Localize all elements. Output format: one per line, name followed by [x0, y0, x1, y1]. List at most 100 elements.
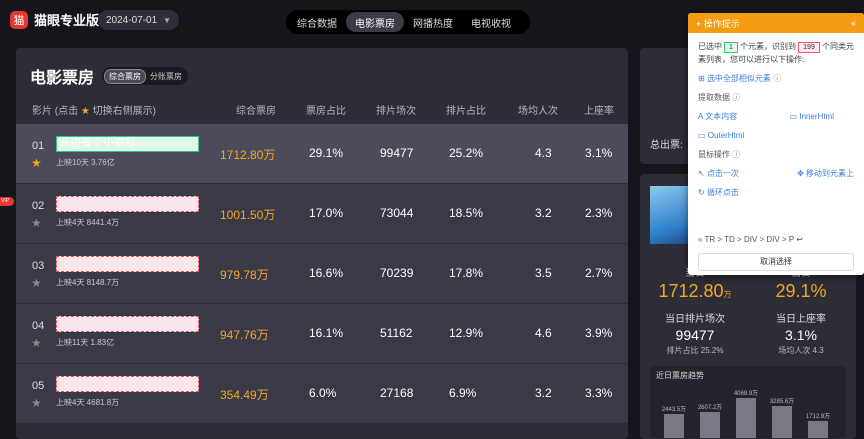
today-box-value: 1712.80 — [658, 281, 724, 301]
trend-bar-label: 2443.5万 — [661, 407, 687, 413]
row-avg: 3.5 — [535, 266, 552, 280]
popup-title: 操作提示 — [703, 18, 740, 29]
table-row[interactable]: 05 ★ 上映4天 4681.8万 354.49万 6.0% 27168 6.9… — [16, 364, 628, 423]
tab-overall[interactable]: 综合数据 — [297, 18, 337, 30]
star-icon[interactable]: ★ — [31, 216, 42, 230]
table-row[interactable]: 02 ★ 上映4天 8441.4万 1001.50万 17.0% 73044 1… — [16, 184, 628, 243]
film-name[interactable]: 云边有个小卖部 — [56, 136, 199, 152]
row-box: 979.78万 — [220, 268, 269, 282]
loop-icon: ↻ — [698, 188, 705, 197]
film-name[interactable] — [56, 316, 199, 332]
film-name[interactable] — [56, 376, 199, 392]
row-occ: 2.7% — [585, 266, 613, 280]
row-share: 16.1% — [309, 326, 344, 340]
app-logo[interactable]: 猫 猫眼专业版 — [10, 10, 99, 29]
row-shows: 51162 — [380, 326, 413, 340]
film-meta: 上映4天 8441.4万 — [56, 218, 120, 227]
star-icon[interactable]: ★ — [31, 276, 42, 290]
grid-icon: ⊞ — [698, 74, 705, 83]
mouse-section-label: 鼠标操作 ⓘ — [698, 148, 854, 161]
row-occ: 3.1% — [585, 146, 613, 160]
box-office-panel: 电影票房 综合票房 分账票房 影片 (点击 ★ 切换右侧展示) 综合票房 票房占… — [16, 48, 628, 439]
trend-bar[interactable] — [772, 406, 792, 438]
star-icon[interactable]: ★ — [31, 156, 42, 170]
row-shows: 70239 — [380, 266, 414, 280]
film-name[interactable] — [56, 256, 199, 272]
trend-bar[interactable] — [736, 398, 756, 438]
row-avg: 3.2 — [535, 206, 552, 220]
header-film: 影片 (点击 ★ 切换右侧展示) — [32, 102, 156, 117]
extract-section-label: 提取数据 ⓘ — [698, 91, 854, 104]
outer-html-link[interactable]: ▭ OuterHtml — [698, 129, 744, 142]
move-icon: ✥ — [797, 169, 804, 178]
operation-hint-popup: + 操作提示 « 已选中 1 个元素，识别到 199 个同类元素列表，您可以进行以下操作… — [688, 13, 864, 275]
row-rank: 01 — [32, 140, 45, 152]
move-to-label: 移动到元素上 — [806, 169, 854, 178]
popup-title-wrap: + 操作提示 — [696, 17, 740, 30]
loop-click-link[interactable]: ↻ 循环点击 — [698, 186, 739, 199]
inner-html-link[interactable]: ▭ InnerHtml — [790, 110, 834, 123]
tab-box-office[interactable]: 电影票房 — [346, 12, 404, 32]
selection-info: 已选中 1 个元素，识别到 199 个同类元素列表，您可以进行以下操作: — [698, 40, 854, 66]
header-shows[interactable]: 排片场次 — [376, 106, 416, 117]
total-tickets-label: 总出票: — [650, 140, 683, 151]
trend-bar[interactable] — [700, 412, 720, 438]
collapse-icon[interactable]: « — [850, 18, 856, 28]
star-icon[interactable]: ★ — [31, 336, 42, 350]
click-once-link[interactable]: ↖ 点击一次 — [698, 167, 739, 180]
star-icon[interactable]: ★ — [31, 396, 42, 410]
trend-bar[interactable] — [664, 414, 684, 438]
film-meta: 上映4天 4681.8万 — [56, 398, 120, 407]
today-share-value: 29.1% — [775, 281, 827, 301]
side-vip-badge[interactable]: VIP — [0, 197, 14, 206]
tab-web-heat[interactable]: 网播热度 — [413, 18, 453, 30]
tab-tv-ratings[interactable]: 电视收视 — [471, 18, 511, 30]
header-show-share[interactable]: 排片占比 — [446, 106, 486, 117]
selected-count: 1 — [724, 42, 738, 53]
today-box-unit: 万 — [723, 290, 732, 299]
loop-row: ↻ 循环点击 — [698, 186, 854, 199]
trend-chart: 近日票房趋势 2443.5万 2607.2万 4068.9万 3285.6万 1712.… — [650, 366, 846, 438]
film-meta: 上映10天 3.76亿 — [56, 158, 115, 167]
row-avg: 3.2 — [535, 386, 552, 400]
select-all-link[interactable]: ⊞ 选中全部相似元素 ⓘ — [698, 74, 781, 83]
trend-bar-label: 4068.9万 — [733, 391, 759, 397]
table-row[interactable]: 01 ★ 云边有个小卖部 上映10天 3.76亿 1712.80万 29.1% … — [16, 124, 628, 183]
mouse-row: ↖ 点击一次 ✥ 移动到元素上 — [698, 167, 854, 180]
header-box[interactable]: 综合票房 — [236, 106, 276, 117]
trend-bar[interactable] — [808, 421, 828, 438]
move-to-link[interactable]: ✥ 移动到元素上 — [797, 167, 854, 180]
row-show-share: 18.5% — [449, 206, 484, 220]
header-occ[interactable]: 上座率 — [584, 106, 614, 117]
row-avg: 4.3 — [535, 146, 552, 160]
film-poster[interactable] — [650, 186, 688, 244]
row-share: 17.0% — [309, 206, 344, 220]
sub-tabs: 综合票房 分账票房 — [102, 67, 189, 85]
table-row[interactable]: 04 ★ 上映11天 1.83亿 947.76万 16.1% 51162 12.… — [16, 304, 628, 363]
star-icon: ★ — [80, 106, 90, 117]
cancel-selection-button[interactable]: 取消选择 — [698, 253, 854, 271]
header-film-post: 切换右侧展示) — [92, 106, 156, 117]
outer-row: ▭ OuterHtml — [698, 129, 854, 142]
row-share: 29.1% — [309, 146, 344, 160]
film-meta: 上映11天 1.83亿 — [56, 338, 115, 347]
popup-header: + 操作提示 « — [688, 13, 864, 33]
row-show-share: 17.8% — [449, 266, 484, 280]
element-breadcrumb[interactable]: « TR > TD > DIV > DIV > P ↩ — [698, 235, 803, 244]
trend-title: 近日票房趋势 — [656, 371, 704, 380]
subtab-combined[interactable]: 综合票房 — [104, 68, 147, 84]
panel-title: 电影票房 — [30, 70, 95, 87]
header-avg[interactable]: 场均人次 — [518, 106, 558, 117]
row-shows: 27168 — [380, 386, 414, 400]
date-selector[interactable]: 2024-07-01 ▼ — [98, 10, 180, 30]
row-shows: 73044 — [380, 206, 414, 220]
info-icon: ⓘ — [773, 74, 782, 83]
mouse-label: 鼠标操作 — [698, 150, 730, 159]
table-row[interactable]: 03 ★ 上映4天 8148.7万 979.78万 16.6% 70239 17… — [16, 244, 628, 303]
text-content-link[interactable]: A 文本内容 — [698, 110, 737, 123]
trend-bar-label: 2607.2万 — [697, 405, 723, 411]
select-all-row: ⊞ 选中全部相似元素 ⓘ — [698, 72, 854, 85]
film-name[interactable] — [56, 196, 199, 212]
header-share[interactable]: 票房占比 — [306, 106, 346, 117]
subtab-split[interactable]: 分账票房 — [150, 71, 183, 81]
